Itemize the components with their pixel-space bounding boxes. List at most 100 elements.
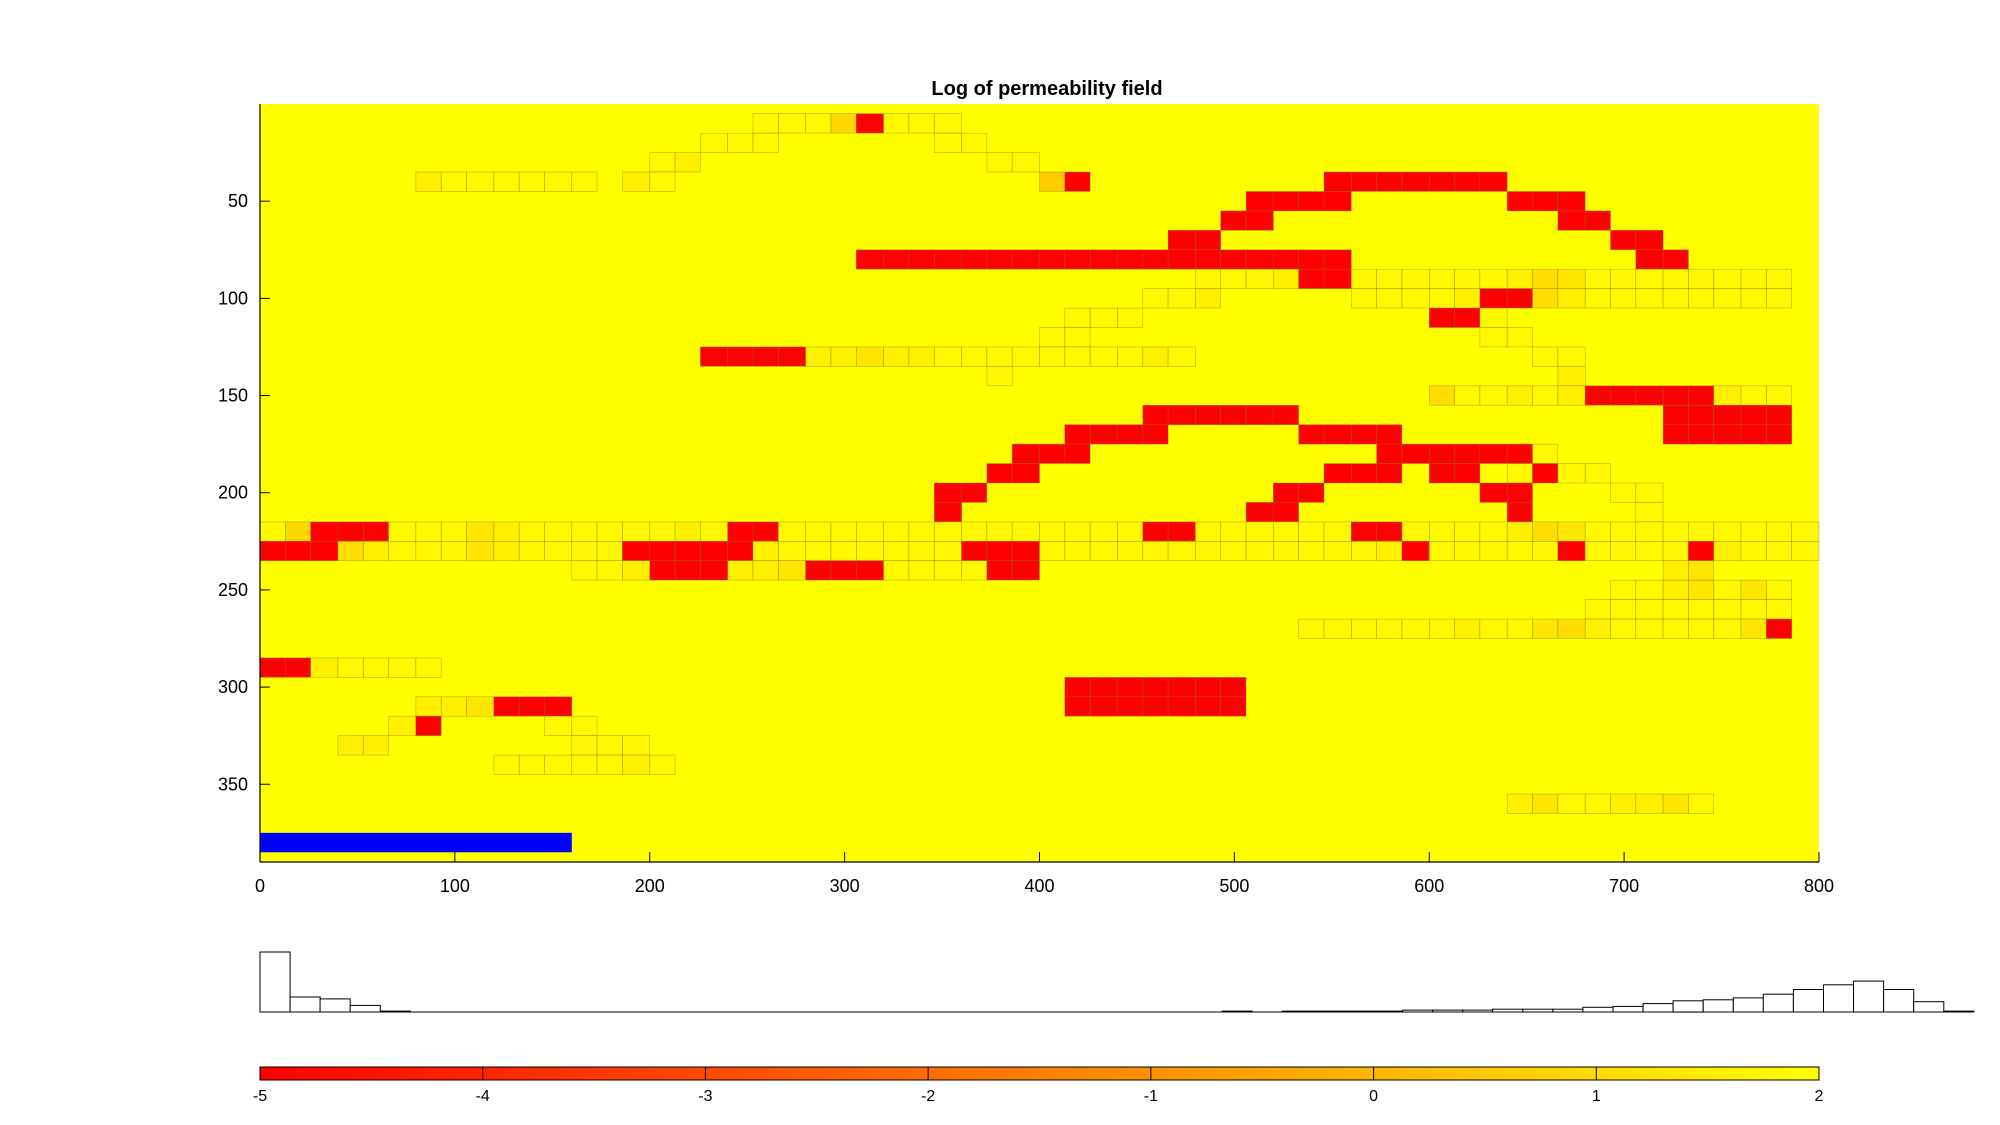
- heatmap-cell: [752, 540, 779, 561]
- heatmap-cell: [1454, 618, 1481, 639]
- heatmap-cell: [830, 346, 857, 367]
- heatmap-cell: [883, 113, 910, 134]
- heatmap-cell: [544, 715, 573, 736]
- heatmap-cell: [883, 249, 910, 270]
- heatmap-cell: [933, 560, 962, 581]
- heatmap-cell: [1635, 521, 1664, 542]
- heatmap-cell: [1688, 288, 1715, 309]
- heatmap-cell: [1506, 502, 1533, 523]
- heatmap-cell: [752, 521, 779, 542]
- heatmap-cell: [1298, 521, 1325, 542]
- heatmap-cell: [1610, 599, 1637, 620]
- heatmap-cell: [1011, 560, 1040, 581]
- heatmap-cell: [284, 521, 311, 542]
- heatmap-cell: [1064, 540, 1091, 561]
- heatmap-cell: [933, 132, 962, 153]
- heatmap-cell: [1635, 599, 1664, 620]
- heatmap-cell: [1506, 443, 1533, 464]
- heatmap-cell: [933, 482, 962, 503]
- colorbar-gradient: [259, 1066, 1820, 1081]
- heatmap-cell: [1506, 618, 1533, 639]
- heatmap-cell: [1635, 288, 1664, 309]
- heatmap-cell: [1376, 463, 1403, 484]
- heatmap-cell: [1220, 249, 1247, 270]
- heatmap-cell: [700, 346, 729, 367]
- x-tick-label: 500: [1219, 876, 1249, 896]
- histogram-bar: [1913, 1001, 1945, 1013]
- heatmap-cell: [622, 171, 651, 192]
- heatmap-cell: [544, 754, 573, 775]
- heatmap-cell: [1298, 482, 1325, 503]
- heatmap-cell: [571, 560, 598, 581]
- heatmap-cell: [1740, 618, 1767, 639]
- heatmap-cell: [1064, 249, 1091, 270]
- heatmap-cell: [622, 735, 651, 756]
- blue-bar: [260, 832, 572, 853]
- heatmap-cell: [1584, 540, 1611, 561]
- heatmap-cell: [883, 540, 910, 561]
- heatmap-cell: [752, 132, 779, 153]
- heatmap-cell: [1662, 599, 1689, 620]
- heatmap-cell: [1142, 540, 1169, 561]
- heatmap-cell: [622, 521, 651, 542]
- heatmap-cell: [388, 521, 417, 542]
- heatmap-cell: [1298, 540, 1325, 561]
- heatmap-title: Log of permeability field: [931, 78, 1162, 100]
- heatmap-cell: [1688, 579, 1715, 600]
- heatmap-cell: [1195, 268, 1222, 289]
- heatmap-cell: [1167, 521, 1196, 542]
- histogram-bar: [1943, 1010, 1975, 1013]
- heatmap-cell: [1142, 288, 1169, 309]
- heatmap-cell: [1039, 521, 1066, 542]
- heatmap-cell: [1298, 424, 1325, 445]
- heatmap-cell: [440, 171, 467, 192]
- heatmap-cell: [440, 696, 467, 717]
- heatmap-cell: [649, 521, 676, 542]
- heatmap-cell: [1220, 677, 1247, 698]
- heatmap-cell: [727, 560, 754, 581]
- heatmap-cell: [1454, 443, 1481, 464]
- heatmap-cell: [1766, 424, 1793, 445]
- heatmap-cell: [518, 521, 545, 542]
- heatmap-cell: [1089, 677, 1118, 698]
- heatmap-cell: [1273, 249, 1299, 270]
- heatmap-cell: [1429, 540, 1455, 561]
- histogram-bar: [319, 998, 351, 1013]
- heatmap-cell: [830, 521, 857, 542]
- heatmap-cell: [830, 540, 857, 561]
- heatmap-cell: [1401, 288, 1430, 309]
- heatmap-cell: [1089, 307, 1118, 328]
- histogram-bar: [1853, 980, 1885, 1013]
- heatmap-cell: [1064, 696, 1091, 717]
- heatmap-cell: [1351, 540, 1377, 561]
- heatmap-cell: [1245, 502, 1274, 523]
- heatmap-cell: [1323, 191, 1352, 212]
- heatmap-cell: [518, 754, 545, 775]
- heatmap-cell: [1688, 540, 1715, 561]
- heatmap-cell: [1610, 288, 1637, 309]
- histogram-bar: [1642, 1003, 1674, 1013]
- heatmap-cell: [908, 113, 935, 134]
- heatmap-cell: [1479, 327, 1508, 348]
- heatmap-cell: [1220, 404, 1247, 425]
- heatmap-cell: [571, 754, 598, 775]
- y-tick-label: 150: [218, 386, 248, 406]
- heatmap-cell: [1557, 288, 1586, 309]
- heatmap-cell: [1454, 307, 1481, 328]
- heatmap-cell: [1245, 191, 1274, 212]
- heatmap-cell: [1532, 443, 1559, 464]
- heatmap-cell: [1195, 230, 1222, 251]
- heatmap-cell: [1429, 307, 1455, 328]
- heatmap-cell: [1142, 424, 1169, 445]
- heatmap-cell: [855, 521, 884, 542]
- heatmap-cell: [778, 560, 807, 581]
- histogram-bar: [1582, 1006, 1614, 1013]
- heatmap-cell: [1376, 540, 1403, 561]
- heatmap-cell: [1323, 249, 1352, 270]
- heatmap-cell: [986, 540, 1013, 561]
- heatmap-cell: [337, 521, 364, 542]
- heatmap-cell: [805, 113, 832, 134]
- heatmap-cell: [1584, 599, 1611, 620]
- heatmap-cell: [1766, 540, 1793, 561]
- heatmap-cell: [1323, 171, 1352, 192]
